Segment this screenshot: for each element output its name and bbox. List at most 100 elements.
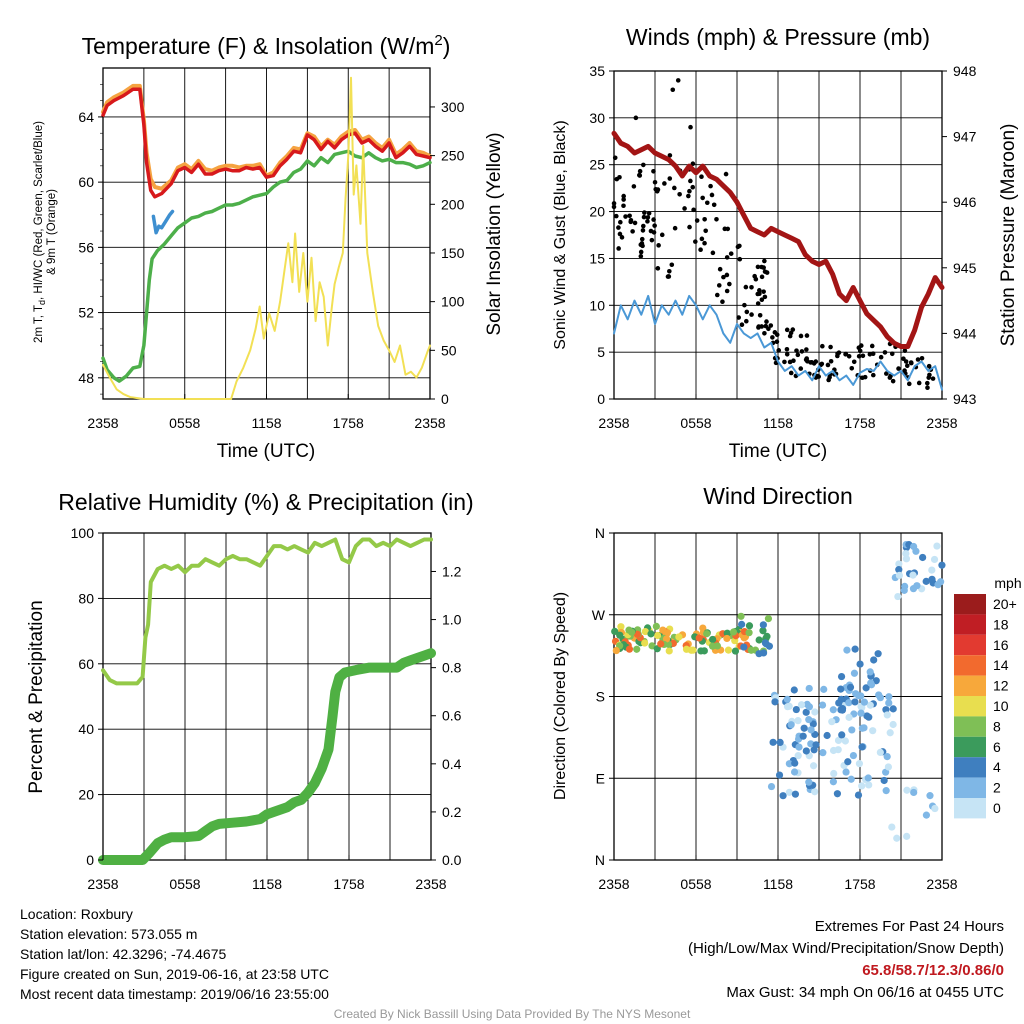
direction-point bbox=[837, 695, 845, 703]
gust-point bbox=[721, 274, 726, 280]
gust-point bbox=[798, 366, 804, 371]
direction-point bbox=[812, 741, 820, 749]
gust-point bbox=[662, 181, 667, 186]
gust-point bbox=[725, 226, 731, 232]
gust-point bbox=[804, 333, 810, 338]
gust-point bbox=[687, 188, 692, 194]
y2-tick-label: 946 bbox=[953, 194, 977, 210]
gust-point bbox=[759, 274, 765, 280]
gust-point bbox=[743, 284, 749, 290]
direction-point bbox=[829, 746, 838, 755]
gust-point bbox=[682, 206, 687, 211]
direction-point bbox=[657, 640, 665, 648]
gust-point bbox=[882, 350, 888, 355]
direction-point bbox=[837, 672, 846, 681]
rh-grid bbox=[103, 533, 431, 860]
gust-point bbox=[757, 288, 762, 293]
direction-point bbox=[767, 782, 776, 791]
direction-point bbox=[759, 627, 767, 635]
direction-point bbox=[864, 774, 872, 782]
gust-point bbox=[887, 375, 893, 380]
y-tick-label: E bbox=[596, 770, 605, 786]
direction-point bbox=[845, 713, 853, 721]
colorbar-label: 16 bbox=[993, 637, 1009, 653]
gust-point bbox=[867, 351, 873, 357]
colorbar-label: 4 bbox=[993, 759, 1001, 775]
direction-point bbox=[811, 788, 819, 796]
colorbar-label: 6 bbox=[993, 739, 1001, 755]
gust-point bbox=[687, 224, 692, 230]
direction-point bbox=[854, 791, 863, 799]
gust-point bbox=[714, 292, 720, 298]
y2-tick-label: 100 bbox=[441, 294, 465, 310]
direction-point bbox=[723, 629, 731, 637]
gust-point bbox=[915, 357, 921, 362]
colorbar-swatch bbox=[954, 777, 986, 798]
direction-point bbox=[807, 726, 815, 734]
direction-point bbox=[811, 708, 819, 716]
gust-point bbox=[820, 343, 825, 349]
gust-point bbox=[612, 155, 618, 161]
gust-point bbox=[649, 237, 655, 243]
gust-point bbox=[759, 297, 765, 303]
y2-tick-label: 50 bbox=[441, 342, 457, 358]
direction-point bbox=[709, 635, 717, 644]
gust-point bbox=[611, 204, 617, 210]
x-tick-label: 1758 bbox=[333, 415, 364, 431]
gust-point bbox=[908, 360, 914, 365]
gust-point bbox=[787, 359, 793, 365]
gust-point bbox=[642, 210, 647, 215]
pressure-line bbox=[611, 130, 945, 349]
gust-point bbox=[652, 180, 658, 185]
direction-point bbox=[829, 706, 837, 714]
direction-point bbox=[895, 560, 903, 568]
direction-point bbox=[846, 683, 855, 691]
direction-point bbox=[844, 758, 852, 766]
gust-point bbox=[638, 253, 644, 259]
direction-point bbox=[922, 811, 931, 819]
x-tick-label: 2358 bbox=[926, 876, 957, 892]
colorbar-swatch bbox=[954, 634, 986, 656]
y-tick-label: 20 bbox=[78, 787, 94, 803]
colorbar-label: 2 bbox=[993, 780, 1001, 796]
gust-point bbox=[890, 378, 896, 384]
gust-point bbox=[632, 220, 638, 226]
y-tick-label: 0 bbox=[597, 391, 605, 407]
direction-point bbox=[791, 759, 799, 767]
y-tick-label: 0 bbox=[86, 852, 94, 868]
y2-tick-label: 948 bbox=[953, 63, 977, 79]
direction-point bbox=[858, 743, 866, 751]
direction-point bbox=[857, 709, 865, 717]
gust-point bbox=[925, 385, 930, 391]
direction-point bbox=[850, 669, 859, 677]
direction-point bbox=[625, 645, 634, 653]
y-tick-label: 30 bbox=[589, 110, 605, 126]
y-tick-label: 48 bbox=[78, 370, 94, 386]
colorbar-label: 10 bbox=[993, 698, 1009, 714]
gust-point bbox=[828, 344, 833, 350]
gust-point bbox=[862, 374, 868, 380]
x-tick-label: 2358 bbox=[415, 876, 446, 892]
y2-tick-label: 250 bbox=[441, 148, 465, 164]
gust-point bbox=[631, 184, 637, 189]
y2-tick-label: 200 bbox=[441, 196, 465, 212]
direction-point bbox=[931, 804, 939, 813]
x-tick-label: 2358 bbox=[926, 415, 957, 431]
rh-y2-ticks: 0.0 0.2 0.4 0.6 0.8 1.0 1.2 bbox=[431, 563, 462, 868]
direction-point bbox=[724, 646, 733, 654]
wind-y2-label: Station Pressure (Maroon) bbox=[998, 124, 1019, 347]
speed-colorbar: mph 20+ 18 16 14 12 10 8 6 4 2 0 bbox=[954, 575, 1022, 819]
gust-point bbox=[619, 235, 625, 240]
direction-point bbox=[837, 706, 845, 714]
direction-point bbox=[926, 792, 934, 800]
y-tick-label: 40 bbox=[78, 721, 94, 737]
direction-point bbox=[794, 752, 802, 760]
colorbar-swatch bbox=[954, 614, 986, 635]
direction-point bbox=[790, 686, 798, 694]
y2-tick-label: 0.0 bbox=[442, 852, 462, 868]
max-gust: Max Gust: 34 mph On 06/16 at 0455 UTC bbox=[726, 984, 1004, 1001]
gust-point bbox=[652, 223, 657, 228]
y2-tick-label: 0.8 bbox=[442, 660, 462, 676]
colorbar-label: 12 bbox=[993, 678, 1009, 694]
direction-point bbox=[847, 775, 855, 783]
